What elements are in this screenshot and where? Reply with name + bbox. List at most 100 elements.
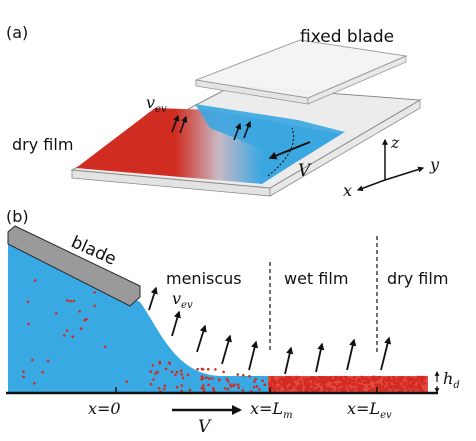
particle <box>419 379 423 382</box>
particle <box>297 376 300 380</box>
particle <box>125 380 128 384</box>
particle <box>406 377 409 381</box>
evaporation-velocity-label-a: vev <box>146 93 167 115</box>
particle <box>307 377 311 381</box>
particle <box>422 375 426 379</box>
particle <box>322 375 326 379</box>
particle <box>410 378 413 382</box>
particle <box>151 364 155 367</box>
particle <box>218 378 221 382</box>
particle <box>398 384 401 387</box>
particle <box>208 377 211 381</box>
particle <box>242 374 245 377</box>
particle <box>22 370 25 374</box>
particle <box>396 379 400 382</box>
particle <box>392 379 396 383</box>
particle <box>352 376 356 380</box>
particle <box>337 383 341 387</box>
particle <box>163 384 167 388</box>
particle <box>46 359 50 363</box>
particle <box>283 380 287 383</box>
particle <box>319 382 323 386</box>
particle <box>229 383 232 386</box>
particle <box>253 380 256 383</box>
particle <box>311 389 315 393</box>
particle <box>402 382 405 386</box>
particle <box>214 368 217 371</box>
particle <box>337 378 341 381</box>
particle <box>226 387 230 391</box>
particle <box>186 373 190 377</box>
particle <box>371 387 374 391</box>
particle <box>422 382 425 385</box>
panel-a-label: (a) <box>6 23 28 42</box>
particle <box>335 385 339 389</box>
particle <box>280 377 284 380</box>
particle <box>304 382 308 386</box>
particle <box>346 382 350 386</box>
particle <box>254 377 258 381</box>
particle <box>282 386 286 389</box>
particle <box>355 387 359 390</box>
particle <box>369 388 372 392</box>
particle <box>397 376 401 380</box>
particle <box>344 388 347 391</box>
particle <box>211 377 214 380</box>
particle <box>323 387 326 391</box>
x-axis <box>356 179 386 192</box>
particle <box>299 380 302 383</box>
particle <box>311 386 314 390</box>
particle <box>291 382 294 386</box>
particle <box>309 387 312 391</box>
particle <box>410 383 414 386</box>
evap-arrow-b <box>284 346 294 375</box>
particle <box>41 371 44 374</box>
particle <box>156 370 159 374</box>
particle <box>168 361 171 365</box>
particle <box>410 386 414 389</box>
particle <box>225 377 229 381</box>
particle <box>202 387 206 391</box>
evap-arrow-b <box>380 336 392 371</box>
particle <box>350 382 354 386</box>
particle <box>317 388 320 392</box>
fixed-blade <box>194 39 408 99</box>
particle <box>72 299 76 303</box>
particle <box>288 375 291 379</box>
particle <box>379 388 383 392</box>
particle <box>252 385 256 389</box>
evaporation-arrows-b <box>148 286 392 375</box>
particle <box>103 345 107 349</box>
evap-arrow-a <box>171 114 180 133</box>
particle <box>391 388 395 392</box>
particle <box>71 335 75 339</box>
particle <box>358 378 362 382</box>
particle <box>223 387 227 390</box>
particle <box>381 385 385 389</box>
velocity-label-b: V <box>198 417 212 437</box>
particle <box>85 317 88 321</box>
particle <box>333 383 337 386</box>
particle <box>180 372 183 376</box>
particle <box>164 367 168 371</box>
particle <box>324 381 327 385</box>
particle <box>392 375 395 379</box>
particle <box>398 386 402 389</box>
evap-arrow-b <box>221 334 232 365</box>
particle <box>333 375 337 379</box>
evaporation-arrows-a <box>171 114 252 141</box>
particle <box>415 377 419 381</box>
particle <box>174 373 177 377</box>
particle <box>384 378 388 382</box>
particle <box>295 387 298 390</box>
particle <box>69 299 72 303</box>
particle <box>311 378 314 381</box>
particle <box>347 386 351 389</box>
particle <box>370 378 373 382</box>
particle <box>157 387 161 390</box>
particle <box>343 375 347 379</box>
particle <box>421 389 424 393</box>
particle <box>352 379 356 383</box>
particle <box>308 383 311 387</box>
xLev-label: x=Lev <box>347 399 392 421</box>
